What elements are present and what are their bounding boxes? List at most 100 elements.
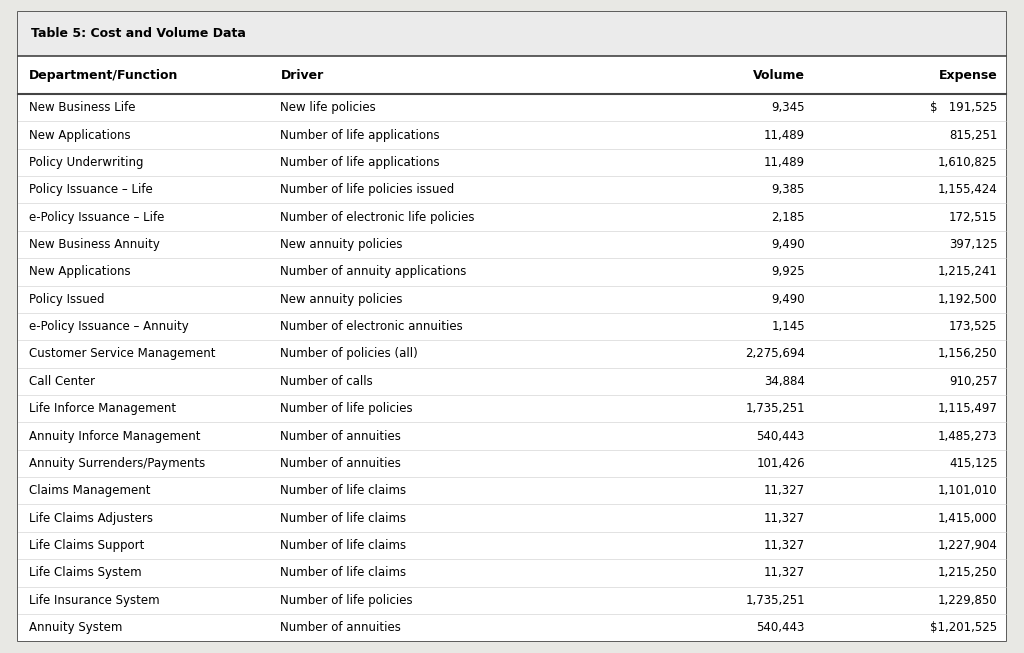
Text: 11,327: 11,327 [764,566,805,579]
Text: 540,443: 540,443 [757,430,805,443]
Text: 1,155,424: 1,155,424 [938,183,997,197]
Text: 2,185: 2,185 [771,211,805,224]
Text: Policy Issued: Policy Issued [29,293,104,306]
Text: Department/Function: Department/Function [29,69,178,82]
Bar [18,395,1006,422]
Text: e-Policy Issuance – Annuity: e-Policy Issuance – Annuity [29,320,188,333]
Text: 1,215,241: 1,215,241 [938,265,997,278]
Text: Number of policies (all): Number of policies (all) [281,347,418,360]
Text: 34,884: 34,884 [764,375,805,388]
Text: $   191,525: $ 191,525 [930,101,997,114]
Text: 1,192,500: 1,192,500 [938,293,997,306]
Text: Number of life policies: Number of life policies [281,594,413,607]
Text: Life Inforce Management: Life Inforce Management [29,402,176,415]
Text: 1,229,850: 1,229,850 [938,594,997,607]
Bar [18,340,1006,368]
Text: Expense: Expense [939,69,997,82]
Text: New annuity policies: New annuity policies [281,293,402,306]
Text: New annuity policies: New annuity policies [281,238,402,251]
Text: 11,327: 11,327 [764,539,805,552]
Bar [18,368,1006,395]
Text: 1,215,250: 1,215,250 [938,566,997,579]
Text: New Applications: New Applications [29,129,130,142]
Text: Call Center: Call Center [29,375,94,388]
Text: 2,275,694: 2,275,694 [745,347,805,360]
Bar [18,231,1006,258]
Bar [18,504,1006,532]
Text: Annuity Inforce Management: Annuity Inforce Management [29,430,200,443]
Text: Number of annuities: Number of annuities [281,457,401,470]
Text: 9,925: 9,925 [771,265,805,278]
Text: Number of life claims: Number of life claims [281,566,407,579]
Text: Policy Issuance – Life: Policy Issuance – Life [29,183,153,197]
Bar [18,586,1006,614]
Text: 9,490: 9,490 [771,238,805,251]
Text: $1,201,525: $1,201,525 [930,621,997,634]
Text: Volume: Volume [753,69,805,82]
Bar [18,450,1006,477]
Text: 1,735,251: 1,735,251 [745,402,805,415]
Bar [18,422,1006,450]
Text: Claims Management: Claims Management [29,485,151,498]
Text: Number of annuities: Number of annuities [281,621,401,634]
Text: New Business Life: New Business Life [29,101,135,114]
Text: Number of life claims: Number of life claims [281,485,407,498]
Text: Number of electronic life policies: Number of electronic life policies [281,211,475,224]
Text: 9,345: 9,345 [771,101,805,114]
Text: 11,489: 11,489 [764,156,805,169]
Text: 397,125: 397,125 [949,238,997,251]
Text: Life Claims System: Life Claims System [29,566,141,579]
Text: Table 5: Cost and Volume Data: Table 5: Cost and Volume Data [31,27,246,40]
Bar [18,559,1006,586]
Text: Number of life policies: Number of life policies [281,402,413,415]
Text: Annuity Surrenders/Payments: Annuity Surrenders/Payments [29,457,205,470]
Text: Number of electronic annuities: Number of electronic annuities [281,320,463,333]
Text: Number of life applications: Number of life applications [281,129,440,142]
Text: 540,443: 540,443 [757,621,805,634]
Text: 1,115,497: 1,115,497 [938,402,997,415]
Text: 11,327: 11,327 [764,511,805,524]
Bar [18,12,1006,56]
Text: New life policies: New life policies [281,101,376,114]
Text: 1,156,250: 1,156,250 [938,347,997,360]
Text: 9,490: 9,490 [771,293,805,306]
Text: Number of annuity applications: Number of annuity applications [281,265,467,278]
Text: New Applications: New Applications [29,265,130,278]
Bar [18,149,1006,176]
Text: 1,101,010: 1,101,010 [938,485,997,498]
Bar [18,614,1006,641]
Text: Life Claims Adjusters: Life Claims Adjusters [29,511,153,524]
Text: Number of life policies issued: Number of life policies issued [281,183,455,197]
Text: 11,327: 11,327 [764,485,805,498]
Text: Number of life claims: Number of life claims [281,511,407,524]
Text: Policy Underwriting: Policy Underwriting [29,156,143,169]
Bar [18,176,1006,204]
Bar [18,204,1006,231]
Text: 910,257: 910,257 [949,375,997,388]
Bar [18,258,1006,285]
Text: 815,251: 815,251 [949,129,997,142]
Text: e-Policy Issuance – Life: e-Policy Issuance – Life [29,211,164,224]
Text: New Business Annuity: New Business Annuity [29,238,160,251]
Text: 1,610,825: 1,610,825 [938,156,997,169]
Bar [18,477,1006,504]
Text: Annuity System: Annuity System [29,621,122,634]
Text: 173,525: 173,525 [949,320,997,333]
Bar [18,121,1006,149]
Text: 1,415,000: 1,415,000 [938,511,997,524]
Bar [18,56,1006,94]
Text: 415,125: 415,125 [949,457,997,470]
Text: 11,489: 11,489 [764,129,805,142]
Text: 101,426: 101,426 [757,457,805,470]
Text: 1,735,251: 1,735,251 [745,594,805,607]
Text: Number of life claims: Number of life claims [281,539,407,552]
Bar [18,532,1006,559]
Text: 1,485,273: 1,485,273 [938,430,997,443]
Text: Number of life applications: Number of life applications [281,156,440,169]
Text: 1,145: 1,145 [771,320,805,333]
Text: Customer Service Management: Customer Service Management [29,347,215,360]
Text: 172,515: 172,515 [949,211,997,224]
Text: Number of calls: Number of calls [281,375,373,388]
Text: 9,385: 9,385 [771,183,805,197]
Text: Number of annuities: Number of annuities [281,430,401,443]
